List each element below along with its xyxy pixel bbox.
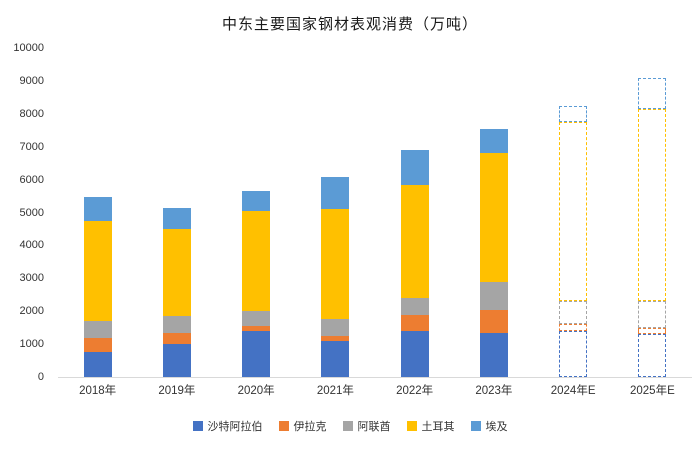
plot-area (58, 48, 692, 378)
bar-column (58, 48, 137, 377)
bar-segment (559, 301, 588, 325)
bar-segment (638, 334, 667, 377)
x-tick-label: 2019年 (158, 385, 196, 397)
stacked-bar (559, 48, 588, 377)
legend-item: 阿联酋 (342, 418, 391, 434)
bar-segment (162, 316, 191, 333)
bar-column (454, 48, 533, 377)
bar-segment (162, 332, 191, 345)
chart-title: 中东主要国家钢材表观消费（万吨） (221, 16, 478, 33)
bar-segment (559, 122, 588, 302)
stacked-bar (162, 48, 191, 377)
bar-segment (83, 196, 112, 221)
legend-label: 埃及 (485, 421, 508, 433)
bar-segment (400, 330, 429, 377)
y-tick-label: 8000 (19, 107, 44, 120)
bar-segment (83, 321, 112, 338)
stacked-bar (83, 48, 112, 377)
bar-segment (400, 150, 429, 185)
y-axis: 0 1000 2000 3000 4000 5000 6000 7000 8000 9000 100… (0, 42, 50, 383)
bar-segment (242, 210, 271, 312)
bar-segment (242, 311, 271, 327)
bar-segment (479, 332, 508, 377)
bar-segment (321, 319, 350, 336)
legend-label: 沙特阿拉伯 (207, 421, 263, 433)
bar-column (375, 48, 454, 377)
stacked-bar (400, 48, 429, 377)
stacked-bar (479, 48, 508, 377)
bar-segment (479, 281, 508, 310)
bar-segment (321, 209, 350, 320)
bar-segment (242, 330, 271, 377)
stacked-bar (638, 48, 667, 377)
legend: 沙特阿拉伯 伊拉克 阿联酋 土耳其 埃及 (0, 418, 700, 434)
y-tick-label: 3000 (19, 272, 44, 285)
bar-segment (638, 327, 667, 335)
bar-segment (638, 301, 667, 328)
y-tick-label: 0 (37, 371, 44, 383)
y-tick-label: 5000 (19, 206, 44, 219)
legend-item: 埃及 (470, 418, 508, 434)
bar-segment (559, 324, 588, 331)
bar-segment (479, 128, 508, 154)
bar-segment (162, 344, 191, 377)
x-tick-label: 2020年 (237, 385, 275, 397)
legend-swatch (470, 421, 481, 431)
legend-swatch (342, 421, 353, 431)
bar-column (534, 48, 613, 377)
bar-column (613, 48, 692, 377)
bar-segment (400, 314, 429, 331)
legend-swatch (278, 421, 289, 431)
legend-swatch (406, 421, 417, 431)
bar-segment (559, 105, 588, 123)
bar-segment (242, 326, 271, 331)
bar-column (217, 48, 296, 377)
bar-segment (242, 191, 271, 211)
bar-segment (479, 153, 508, 282)
bar-segment (83, 337, 112, 353)
bar-segment (162, 207, 191, 229)
bar-segment (559, 330, 588, 377)
legend-label: 伊拉克 (293, 421, 327, 433)
legend-swatch (192, 421, 203, 431)
y-tick-label: 4000 (19, 239, 44, 252)
stacked-bar (242, 48, 271, 377)
bar-segment (638, 77, 667, 109)
bar-segment (400, 184, 429, 299)
y-tick-label: 7000 (19, 140, 44, 153)
legend-label: 土耳其 (421, 421, 455, 433)
x-tick-label: 2025年E (629, 385, 675, 397)
legend-label: 阿联酋 (357, 421, 391, 433)
bar-column (296, 48, 375, 377)
y-tick-label: 6000 (19, 173, 44, 186)
legend-item: 土耳其 (406, 418, 455, 434)
bar-segment (479, 309, 508, 333)
bar-segment (400, 298, 429, 315)
x-tick-label: 2024年E (550, 385, 596, 397)
bar-segment (83, 352, 112, 377)
bar-segment (638, 108, 667, 302)
bar-column (137, 48, 216, 377)
legend-item: 伊拉克 (278, 418, 327, 434)
x-axis: 2018年 2019年 2020年 2021年 2022年 2023年 2024年E 2025… (58, 382, 692, 398)
x-tick-label: 2023年 (475, 385, 513, 397)
x-tick-label: 2022年 (396, 385, 434, 397)
bar-segment (321, 340, 350, 377)
y-tick-label: 2000 (19, 305, 44, 318)
bar-segment (83, 220, 112, 322)
y-tick-label: 10000 (13, 42, 44, 54)
y-tick-label: 9000 (19, 74, 44, 87)
x-tick-label: 2021年 (316, 385, 354, 397)
stacked-bar (321, 48, 350, 377)
bar-segment (162, 229, 191, 317)
y-tick-label: 1000 (19, 338, 44, 351)
legend-item: 沙特阿拉伯 (192, 418, 263, 434)
bar-segment (321, 335, 350, 341)
bar-segment (321, 177, 350, 210)
x-tick-label: 2018年 (79, 385, 117, 397)
